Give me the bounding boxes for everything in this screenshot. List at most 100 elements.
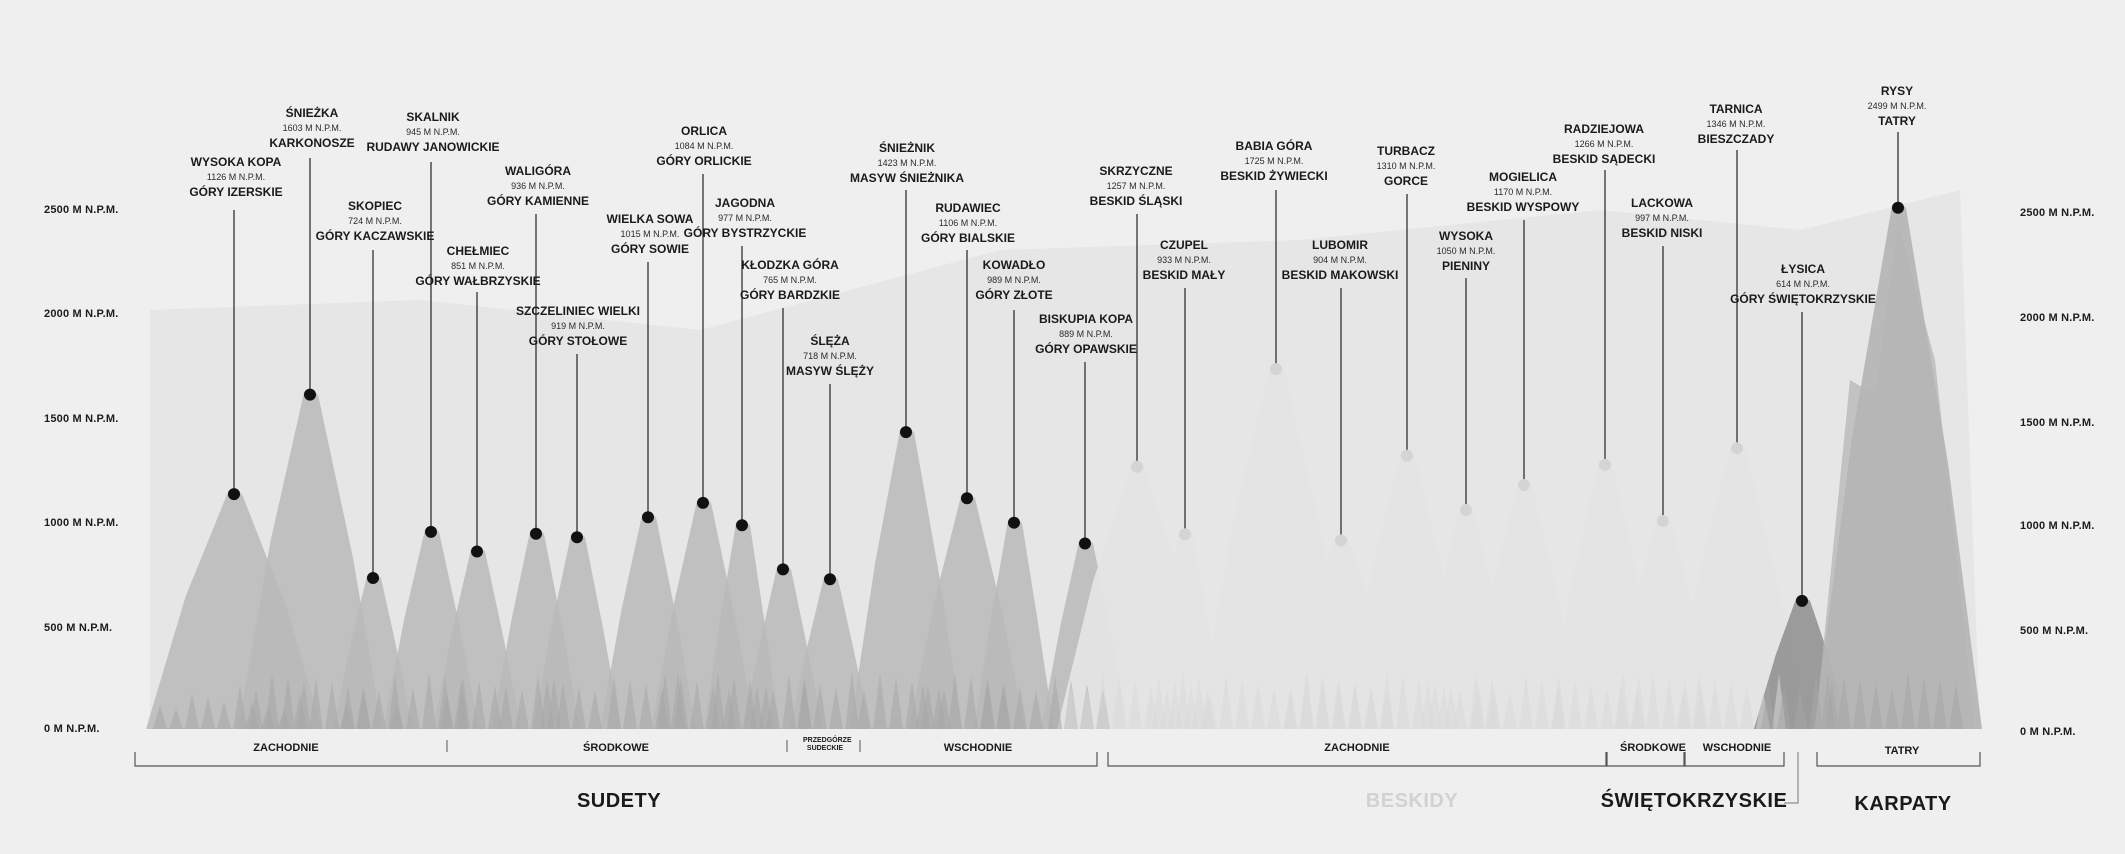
peak-label-wielka-sowa: WIELKA SOWA 1015 M N.P.M. GÓRY SOWIE (607, 212, 694, 257)
beskidy-bracket (1107, 752, 1608, 767)
peak-dot (1179, 528, 1191, 541)
peak-elevation: 765 M N.P.M. (763, 275, 817, 285)
peak-range: GÓRY KACZAWSKIE (315, 229, 435, 244)
tree-shape (1064, 685, 1078, 729)
peak-dot (571, 531, 583, 544)
peak-range: PIENINY (1441, 259, 1490, 274)
peak-name: KŁODZKA GÓRA (741, 258, 839, 272)
tree-shape (1853, 680, 1867, 729)
peak-elevation: 1015 M N.P.M. (620, 229, 680, 239)
peak-range: GÓRY ŚWIĘTOKRZYSKIE (1730, 292, 1876, 307)
tree-shape (422, 672, 436, 729)
peak-elevation: 904 M N.P.M. (1313, 255, 1367, 265)
peak-elevation: 1126 M N.P.M. (206, 172, 266, 182)
peak-elevation: 1257 M N.P.M. (1106, 181, 1166, 191)
peak-name: ŚNIEŻNIK (878, 141, 935, 155)
tree-shape (813, 684, 827, 729)
tree-shape (1584, 684, 1598, 729)
mountain-shape (974, 516, 1054, 729)
peak-elevation: 2499 M N.P.M. (1867, 101, 1927, 111)
peak-dot (471, 545, 483, 558)
axis-label-right-2000: 2000 M N.P.M. (2020, 312, 2095, 324)
peak-range: BESKID MAKOWSKI (1281, 268, 1399, 283)
forest-silhouettes (153, 672, 1963, 729)
tree-shape (531, 674, 545, 729)
tree-shape (1503, 691, 1517, 729)
region-label-sudety: SUDETY (576, 790, 662, 812)
peak-dot (425, 525, 437, 538)
peak-label-skopiec: SKOPIEC 724 M N.P.M. GÓRY KACZAWSKIE (316, 199, 435, 244)
tree-shape (293, 694, 307, 729)
peak-name: BABIA GÓRA (1235, 139, 1313, 153)
tree-shape (1676, 690, 1690, 729)
tree-shape (340, 703, 354, 729)
group-label-tatry: TATRY (1884, 745, 1920, 757)
tree-shape (1029, 691, 1043, 729)
peak-name: CZUPEL (1159, 238, 1208, 252)
tree-shape (153, 705, 167, 729)
tree-shape (556, 683, 570, 729)
tree-shape (201, 697, 215, 729)
tree-shape (261, 706, 275, 729)
peak-label-czupel: CZUPEL 933 M N.P.M. BESKID MAŁY (1143, 238, 1226, 283)
mountain-shape (433, 545, 521, 729)
peak-name: ŚNIEŻKA (285, 106, 339, 120)
tree-shape (1600, 688, 1614, 729)
tree-shape (1453, 690, 1467, 729)
tree-shape (1184, 686, 1198, 729)
beskidy-srodkowe-bracket (1605, 752, 1685, 767)
tree-shape (390, 704, 404, 729)
peak-label-kowadlo: KOWADŁO 989 M N.P.M. GÓRY ZŁOTE (975, 258, 1052, 303)
peak-elevation: 889 M N.P.M. (1059, 329, 1113, 339)
tree-shape (1380, 691, 1394, 729)
peak-range: MASYW ŚNIEŻNIKA (850, 171, 964, 186)
peak-dot (1892, 201, 1904, 214)
tree-shape (356, 687, 370, 729)
peak-dot (1335, 534, 1347, 547)
peak-elevation: 1106 M N.P.M. (938, 218, 998, 228)
tree-shape (1949, 684, 1963, 729)
tree-shape (515, 690, 529, 729)
region-label-swietokrzyskie: ŚWIĘTOKRZYSKIE (1600, 790, 1788, 812)
peak-dot (824, 573, 836, 586)
peak-dot (1079, 537, 1091, 550)
tree-shape (1203, 691, 1217, 729)
tree-shape (1630, 689, 1644, 729)
peak-name: MOGIELICA (1489, 170, 1557, 184)
peak-range: GORCE (1383, 174, 1428, 189)
tree-shape (1251, 683, 1265, 729)
peak-label-klodzka-gora: KŁODZKA GÓRA 765 M N.P.M. GÓRY BARDZKIE (740, 258, 840, 303)
peak-range: MASYW ŚLĘŻY (785, 364, 875, 379)
peak-range: BESKID ŻYWIECKI (1220, 169, 1328, 184)
peak-dot (1460, 503, 1472, 516)
tree-shape (711, 672, 725, 729)
tree-shape (690, 681, 704, 729)
tree-shape (1740, 686, 1754, 729)
tree-shape (472, 681, 486, 729)
tree-shape (1013, 687, 1027, 729)
peak-range: GÓRY BIALSKIE (920, 231, 1016, 246)
tree-shape (727, 676, 741, 729)
peak-dot (1131, 460, 1143, 473)
tree-shape (1662, 677, 1676, 729)
tree-shape (440, 693, 454, 729)
axis-label-right-2500: 2500 M N.P.M. (2020, 207, 2095, 219)
tree-shape (1267, 687, 1281, 729)
group-label-beskidy-srodkowe: ŚRODKOWE (1620, 742, 1686, 754)
tree-shape (1348, 683, 1362, 729)
peak-markers (228, 201, 1904, 607)
axis-label-left-2000: 2000 M N.P.M. (44, 308, 119, 320)
peak-label-sniezka: ŚNIEŻKA 1603 M N.P.M. KARKONOSZE (269, 106, 354, 151)
peak-dot (642, 511, 654, 524)
tree-shape (1219, 675, 1233, 729)
peak-label-chelmiec: CHEŁMIEC 851 M N.P.M. GÓRY WAŁBRZYSKIE (415, 244, 540, 289)
peak-label-jagodna: JAGODNA 977 M N.P.M. GÓRY BYSTRZYCKIE (684, 196, 807, 241)
peak-elevation: 1346 M N.P.M. (1706, 119, 1766, 129)
tree-shape (1777, 687, 1791, 729)
tree-shape (873, 673, 887, 729)
axis-label-left-0: 0 M N.P.M. (44, 723, 100, 735)
peak-dot (777, 563, 789, 576)
peak-range: GÓRY KAMIENNE (486, 194, 590, 209)
peak-range: GÓRY ORLICKIE (656, 154, 752, 169)
